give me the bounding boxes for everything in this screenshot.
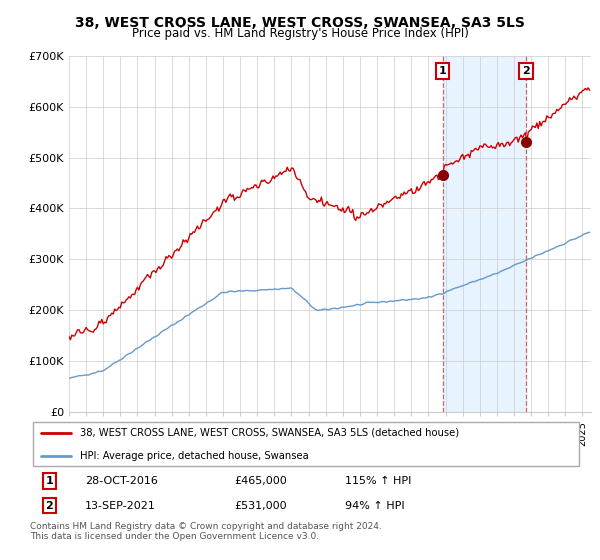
- Text: Price paid vs. HM Land Registry's House Price Index (HPI): Price paid vs. HM Land Registry's House …: [131, 27, 469, 40]
- Bar: [443, 56, 526, 412]
- FancyBboxPatch shape: [33, 422, 579, 466]
- Text: HPI: Average price, detached house, Swansea: HPI: Average price, detached house, Swan…: [80, 451, 308, 461]
- Text: 94% ↑ HPI: 94% ↑ HPI: [344, 501, 404, 511]
- Text: 38, WEST CROSS LANE, WEST CROSS, SWANSEA, SA3 5LS (detached house): 38, WEST CROSS LANE, WEST CROSS, SWANSEA…: [80, 428, 459, 438]
- Text: 38, WEST CROSS LANE, WEST CROSS, SWANSEA, SA3 5LS: 38, WEST CROSS LANE, WEST CROSS, SWANSEA…: [75, 16, 525, 30]
- Text: 13-SEP-2021: 13-SEP-2021: [85, 501, 156, 511]
- Text: £531,000: £531,000: [234, 501, 287, 511]
- Text: 115% ↑ HPI: 115% ↑ HPI: [344, 476, 411, 486]
- Text: £465,000: £465,000: [234, 476, 287, 486]
- Text: 1: 1: [439, 66, 446, 76]
- Text: 28-OCT-2016: 28-OCT-2016: [85, 476, 158, 486]
- Text: 1: 1: [46, 476, 53, 486]
- Text: 2: 2: [46, 501, 53, 511]
- Text: 2: 2: [522, 66, 530, 76]
- Text: Contains HM Land Registry data © Crown copyright and database right 2024.
This d: Contains HM Land Registry data © Crown c…: [30, 522, 382, 542]
